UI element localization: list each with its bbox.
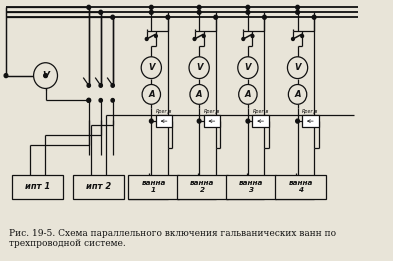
Text: ипт 1: ипт 1 [25, 182, 50, 191]
Text: Rрег,в: Rрег,в [204, 109, 220, 114]
Circle shape [149, 119, 153, 123]
Circle shape [142, 85, 160, 104]
Circle shape [312, 15, 316, 19]
Circle shape [141, 57, 162, 79]
Text: ванна
1: ванна 1 [141, 180, 166, 193]
Circle shape [197, 5, 201, 9]
Bar [275, 175, 326, 199]
Bar [156, 115, 173, 127]
Circle shape [301, 34, 303, 38]
Bar [177, 175, 228, 199]
Text: A: A [148, 90, 154, 99]
Text: Rрег,в: Rрег,в [253, 109, 269, 114]
Text: ванна
3: ванна 3 [239, 180, 263, 193]
Circle shape [87, 99, 90, 102]
Circle shape [154, 34, 157, 38]
Circle shape [111, 84, 114, 87]
Bar [226, 175, 276, 199]
Circle shape [4, 74, 8, 78]
Circle shape [111, 99, 114, 102]
Circle shape [214, 15, 218, 19]
Circle shape [242, 38, 245, 40]
Text: A: A [244, 90, 251, 99]
Circle shape [251, 34, 254, 38]
Text: V: V [42, 71, 49, 80]
Text: V: V [294, 63, 301, 72]
Text: V: V [244, 63, 251, 72]
Circle shape [149, 5, 153, 9]
Circle shape [296, 5, 299, 9]
Circle shape [145, 38, 148, 40]
Text: A: A [196, 90, 202, 99]
Circle shape [292, 38, 294, 40]
Circle shape [87, 84, 90, 87]
Bar [204, 115, 220, 127]
Text: V: V [148, 63, 154, 72]
Circle shape [99, 99, 103, 102]
Circle shape [246, 10, 250, 14]
Text: Rрег,в: Rрег,в [156, 109, 173, 114]
Bar [302, 115, 319, 127]
Text: V: V [196, 63, 202, 72]
Text: ванна
4: ванна 4 [288, 180, 313, 193]
Circle shape [149, 10, 153, 14]
Circle shape [246, 119, 250, 123]
Circle shape [44, 74, 48, 78]
Circle shape [287, 57, 308, 79]
Text: Рис. 19-5. Схема параллельного включения гальванических ванн по: Рис. 19-5. Схема параллельного включения… [9, 229, 336, 238]
Circle shape [238, 57, 258, 79]
Circle shape [296, 119, 299, 123]
Circle shape [189, 57, 209, 79]
Circle shape [197, 10, 201, 14]
Circle shape [193, 38, 196, 40]
Circle shape [87, 98, 91, 102]
Circle shape [111, 15, 114, 19]
Text: ипт 2: ипт 2 [86, 182, 111, 191]
Circle shape [190, 85, 208, 104]
Text: ванна
2: ванна 2 [190, 180, 215, 193]
Circle shape [202, 34, 205, 38]
Circle shape [246, 5, 250, 9]
Circle shape [99, 10, 103, 14]
Text: A: A [294, 90, 301, 99]
Circle shape [288, 85, 307, 104]
Text: Rрег,в: Rрег,в [302, 109, 319, 114]
Circle shape [87, 5, 91, 9]
Circle shape [239, 85, 257, 104]
Circle shape [296, 10, 299, 14]
Bar [13, 175, 63, 199]
Text: трехпроводной системе.: трехпроводной системе. [9, 239, 125, 248]
Bar [73, 175, 124, 199]
Circle shape [99, 84, 103, 87]
Circle shape [263, 15, 266, 19]
Bar [129, 175, 179, 199]
Circle shape [33, 63, 57, 88]
Circle shape [166, 15, 170, 19]
Bar [252, 115, 269, 127]
Circle shape [197, 119, 201, 123]
